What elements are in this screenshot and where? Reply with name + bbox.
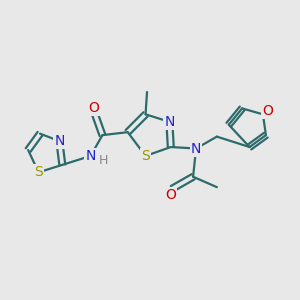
Text: H: H xyxy=(99,154,109,167)
Text: O: O xyxy=(262,104,273,118)
Text: S: S xyxy=(141,149,150,163)
Text: N: N xyxy=(85,149,96,163)
Text: N: N xyxy=(164,115,175,129)
Text: O: O xyxy=(165,188,176,202)
Text: N: N xyxy=(54,134,64,148)
Text: N: N xyxy=(191,142,201,155)
Text: S: S xyxy=(34,165,43,179)
Text: O: O xyxy=(88,101,99,115)
